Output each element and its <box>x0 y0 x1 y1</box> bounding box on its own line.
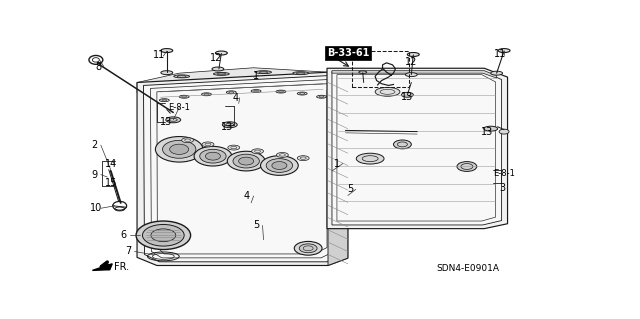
Ellipse shape <box>143 225 184 246</box>
Ellipse shape <box>266 159 292 172</box>
Ellipse shape <box>356 153 384 164</box>
Ellipse shape <box>300 244 317 253</box>
Ellipse shape <box>317 95 326 98</box>
Text: E-8-1: E-8-1 <box>493 169 515 178</box>
Bar <box>352 51 409 87</box>
Ellipse shape <box>375 87 400 96</box>
Text: SDN4-E0901A: SDN4-E0901A <box>436 264 499 273</box>
Text: 12: 12 <box>405 56 417 67</box>
Polygon shape <box>143 76 341 262</box>
Text: 3: 3 <box>499 182 505 193</box>
Polygon shape <box>332 71 497 78</box>
Ellipse shape <box>161 71 173 75</box>
Text: 12: 12 <box>210 53 222 63</box>
Text: 1: 1 <box>253 71 259 81</box>
Ellipse shape <box>173 75 189 78</box>
Ellipse shape <box>227 151 265 171</box>
Text: 1: 1 <box>334 159 340 168</box>
Polygon shape <box>328 72 348 265</box>
Text: 13: 13 <box>221 122 234 132</box>
Polygon shape <box>92 264 112 271</box>
Text: 13: 13 <box>481 127 493 137</box>
Ellipse shape <box>213 72 229 75</box>
Text: 14: 14 <box>105 159 117 169</box>
Ellipse shape <box>457 162 477 171</box>
Polygon shape <box>327 68 508 229</box>
Text: 7: 7 <box>125 247 132 256</box>
Text: 5: 5 <box>347 184 353 194</box>
Ellipse shape <box>499 129 509 134</box>
Ellipse shape <box>161 48 173 53</box>
Ellipse shape <box>202 142 214 147</box>
Ellipse shape <box>182 138 193 143</box>
Ellipse shape <box>394 140 412 149</box>
Ellipse shape <box>276 152 288 157</box>
Text: 8: 8 <box>95 62 101 71</box>
Text: 2: 2 <box>91 140 97 150</box>
Text: 4: 4 <box>233 93 239 103</box>
Ellipse shape <box>202 93 211 96</box>
Ellipse shape <box>251 90 261 93</box>
Ellipse shape <box>163 140 196 158</box>
Ellipse shape <box>159 99 169 102</box>
Ellipse shape <box>359 71 367 73</box>
Text: 11: 11 <box>494 49 506 59</box>
Text: 10: 10 <box>90 203 102 213</box>
Ellipse shape <box>179 95 189 98</box>
Ellipse shape <box>212 67 224 71</box>
Ellipse shape <box>260 156 298 175</box>
Text: 15: 15 <box>105 178 117 188</box>
Ellipse shape <box>170 144 189 154</box>
Ellipse shape <box>252 149 264 154</box>
Ellipse shape <box>297 92 307 95</box>
Text: 5: 5 <box>253 220 260 230</box>
Ellipse shape <box>294 241 322 255</box>
Text: 4: 4 <box>244 191 250 201</box>
Text: E-8-1: E-8-1 <box>168 102 190 112</box>
Ellipse shape <box>498 48 510 53</box>
Text: 13: 13 <box>161 117 173 127</box>
Ellipse shape <box>151 229 176 242</box>
Text: 6: 6 <box>121 230 127 240</box>
Ellipse shape <box>484 126 498 131</box>
Ellipse shape <box>156 137 203 162</box>
Ellipse shape <box>255 71 271 74</box>
Ellipse shape <box>166 117 180 123</box>
Text: 9: 9 <box>91 170 97 180</box>
Ellipse shape <box>239 157 253 165</box>
Ellipse shape <box>228 145 240 150</box>
Text: FR.: FR. <box>114 262 129 272</box>
Ellipse shape <box>276 90 286 93</box>
Ellipse shape <box>401 92 413 97</box>
Polygon shape <box>332 71 502 225</box>
Ellipse shape <box>272 162 287 169</box>
Ellipse shape <box>297 156 309 160</box>
Ellipse shape <box>200 149 226 163</box>
Polygon shape <box>137 72 348 265</box>
Ellipse shape <box>227 91 236 94</box>
Text: 11: 11 <box>154 50 166 61</box>
Ellipse shape <box>405 73 417 77</box>
Ellipse shape <box>205 152 220 160</box>
Text: B-33-61: B-33-61 <box>327 48 369 58</box>
Ellipse shape <box>233 154 259 168</box>
Polygon shape <box>137 68 328 93</box>
Text: 13: 13 <box>401 92 413 102</box>
Ellipse shape <box>491 71 502 75</box>
Ellipse shape <box>408 53 419 56</box>
Ellipse shape <box>222 122 237 128</box>
Ellipse shape <box>216 51 227 55</box>
Ellipse shape <box>292 72 308 75</box>
Ellipse shape <box>194 146 232 166</box>
Ellipse shape <box>136 221 191 249</box>
